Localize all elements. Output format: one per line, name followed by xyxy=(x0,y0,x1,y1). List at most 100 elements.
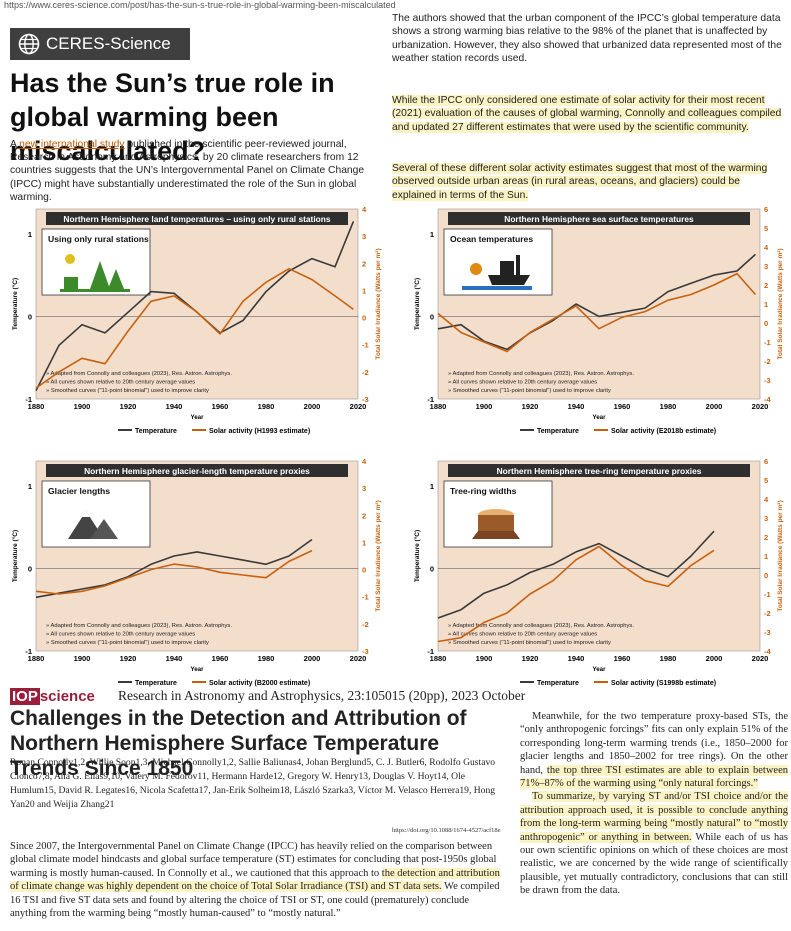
x-tick-label: 2000 xyxy=(706,654,723,663)
y2-tick-label: 0 xyxy=(764,571,768,580)
title-bar xyxy=(448,464,750,477)
x-tick-label: 1980 xyxy=(258,654,275,663)
y2-tick-label: -3 xyxy=(362,647,369,656)
y2-tick-label: -3 xyxy=(764,376,771,385)
y2-tick-label: -4 xyxy=(764,395,771,404)
y2-tick-label: 6 xyxy=(764,205,768,214)
y2-tick-label: 1 xyxy=(362,286,366,295)
x-tick-label: 1920 xyxy=(522,402,539,411)
y2-tick-label: 2 xyxy=(764,533,768,542)
journal-citation: Research in Astronomy and Astrophysics, … xyxy=(118,688,526,703)
x-tick-label: 1940 xyxy=(166,402,183,411)
legend-solar-label: Solar activity (B2000 estimate) xyxy=(209,680,310,687)
temperature-line xyxy=(437,530,715,619)
chart-note: » All curves shown relative to 20th cent… xyxy=(46,632,195,638)
paper-doi[interactable]: https://doi.org/10.1088/1674-4527/acf18e xyxy=(392,827,501,834)
chart-note: » Smoothed curves ("11-point binomial") … xyxy=(46,388,209,394)
chart-title: Northern Hemisphere sea surface temperat… xyxy=(504,214,694,224)
ship-sun-icon xyxy=(462,255,532,290)
y2-tick-label: 3 xyxy=(764,514,768,523)
y2-tick-label: 4 xyxy=(362,205,367,214)
x-tick-label: 1980 xyxy=(660,402,677,411)
study-link[interactable]: new international study xyxy=(19,139,125,150)
iop-logo[interactable]: IOP science xyxy=(10,688,95,705)
y2-axis-label: Total Solar Irradiance (Watts per m²) xyxy=(777,500,784,611)
y-axis-label: Temperature (°C) xyxy=(11,530,19,582)
highlight-text: While the IPCC only considered one estim… xyxy=(392,95,782,133)
x-tick-label: 1880 xyxy=(430,654,447,663)
y2-tick-label: 1 xyxy=(764,552,768,561)
chart-tree-ring: Northern Hemisphere tree-ring temperatur… xyxy=(410,455,786,695)
site-logo[interactable]: CERES-Science xyxy=(10,28,190,60)
intro-pre: A xyxy=(10,139,20,150)
x-tick-label: 1960 xyxy=(614,654,631,663)
browser-url[interactable]: https://www.ceres-science.com/post/has-t… xyxy=(4,0,396,10)
temperature-line xyxy=(437,253,756,351)
chart-glacier: Northern Hemisphere glacier-length tempe… xyxy=(8,455,384,695)
y-tick-label: 0 xyxy=(28,564,32,573)
y2-tick-label: 3 xyxy=(362,484,366,493)
y2-tick-label: -4 xyxy=(764,647,771,656)
highlight-text: the top three TSI estimates are able to … xyxy=(520,764,788,790)
y2-tick-label: -2 xyxy=(362,368,369,377)
y2-tick-label: 5 xyxy=(764,476,768,485)
chart-note: » All curves shown relative to 20th cent… xyxy=(46,380,195,386)
y-tick-label: 0 xyxy=(430,312,434,321)
x-tick-label: 1880 xyxy=(28,654,45,663)
y2-axis-label: Total Solar Irradiance (Watts per m²) xyxy=(777,248,784,359)
y2-tick-label: -2 xyxy=(764,609,771,618)
mountain-icon xyxy=(68,511,118,539)
y-tick-label: -1 xyxy=(427,647,434,656)
chart-svg: Northern Hemisphere tree-ring temperatur… xyxy=(413,457,784,687)
y-tick-label: 0 xyxy=(430,564,434,573)
article-intro: A new international study published in t… xyxy=(10,138,388,204)
chart-svg: Northern Hemisphere sea surface temperat… xyxy=(413,205,784,435)
x-tick-label: 1980 xyxy=(258,402,275,411)
chart-note: » Smoothed curves ("11-point binomial") … xyxy=(448,640,611,646)
chart-svg: Northern Hemisphere glacier-length tempe… xyxy=(11,457,382,687)
x-tick-label: 2000 xyxy=(304,654,321,663)
y-tick-label: -1 xyxy=(427,395,434,404)
y2-tick-label: 6 xyxy=(764,457,768,466)
y2-tick-label: 1 xyxy=(362,538,366,547)
chart-note: » All curves shown relative to 20th cent… xyxy=(448,380,597,386)
chart-title: Northern Hemisphere tree-ring temperatur… xyxy=(497,466,702,476)
legend-solar-label: Solar activity (E2018b estimate) xyxy=(611,428,716,435)
y2-tick-label: 2 xyxy=(362,259,366,268)
y-tick-label: 1 xyxy=(28,230,32,239)
x-tick-label: 1880 xyxy=(430,402,447,411)
y2-tick-label: -1 xyxy=(362,593,369,602)
brand-name: CERES-Science xyxy=(46,34,171,53)
x-tick-label: 2020 xyxy=(752,402,769,411)
x-tick-label: 2020 xyxy=(752,654,769,663)
y2-tick-label: 1 xyxy=(764,300,768,309)
y2-tick-label: -1 xyxy=(764,338,771,347)
y2-axis-label: Total Solar Irradiance (Watts per m²) xyxy=(375,248,382,359)
y2-axis-label: Total Solar Irradiance (Watts per m²) xyxy=(375,500,382,611)
inset-label: Using only rural stations xyxy=(48,234,149,244)
x-tick-label: 1900 xyxy=(476,654,493,663)
chart-title: Northern Hemisphere land temperatures – … xyxy=(63,214,330,224)
chart-note: » Adapted from Connolly and colleagues (… xyxy=(46,623,232,629)
y-tick-label: -1 xyxy=(25,647,32,656)
chart-note: » Adapted from Connolly and colleagues (… xyxy=(448,371,634,377)
x-tick-label: 1940 xyxy=(568,402,585,411)
rural-landscape-icon xyxy=(60,254,130,292)
chart-land-rural: Northern Hemisphere land temperatures – … xyxy=(8,203,384,443)
solar-line xyxy=(35,549,313,595)
x-axis-label: Year xyxy=(190,414,204,421)
x-tick-label: 1920 xyxy=(120,654,137,663)
x-tick-label: 2020 xyxy=(350,654,367,663)
legend-temperature-label: Temperature xyxy=(135,680,177,687)
y2-tick-label: 2 xyxy=(362,511,366,520)
y-axis-label: Temperature (°C) xyxy=(413,530,421,582)
x-axis-label: Year xyxy=(592,414,606,421)
article-paragraph-3: Several of these different solar activit… xyxy=(392,162,786,202)
y2-tick-label: -2 xyxy=(764,357,771,366)
y2-tick-label: -1 xyxy=(362,341,369,350)
y2-tick-label: 4 xyxy=(764,243,769,252)
x-tick-label: 1960 xyxy=(614,402,631,411)
solar-line xyxy=(437,272,757,353)
y-axis-label: Temperature (°C) xyxy=(413,278,421,330)
chart-svg: Northern Hemisphere land temperatures – … xyxy=(11,205,382,435)
